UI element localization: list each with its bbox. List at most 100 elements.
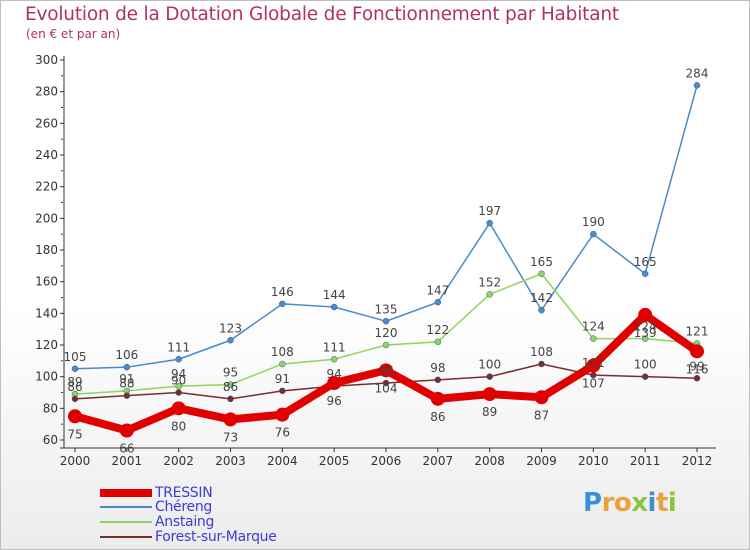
legend-swatch-anstaing [100,521,152,523]
data-label-anstaing: 124 [634,320,657,334]
data-label-chereng: 147 [426,283,449,297]
x-tick-label: 2004 [267,454,298,468]
data-point-chereng [590,230,597,238]
data-point-forest-sur-marque [486,373,493,380]
y-tick-label: 300 [35,53,58,67]
y-tick-label: 280 [35,85,58,99]
data-label-forest-sur-marque: 91 [275,372,290,386]
data-label-forest-sur-marque: 101 [582,356,605,370]
data-label-tressin: 86 [430,410,445,424]
data-point-tressin [482,387,497,402]
x-tick-label: 2008 [474,454,505,468]
data-label-forest-sur-marque: 96 [378,364,393,378]
logo-letter: o [613,488,632,518]
data-point-tressin [171,401,186,416]
data-point-tressin [379,363,393,378]
data-point-tressin [586,358,601,373]
x-tick-label: 2007 [423,454,454,468]
data-label-tressin: 107 [582,377,605,391]
data-label-chereng: 105 [64,350,87,364]
data-point-chereng [227,337,234,344]
data-point-forest-sur-marque [71,395,79,403]
data-label-forest-sur-marque: 90 [171,374,186,388]
data-label-anstaing: 95 [223,366,238,380]
data-point-forest-sur-marque [123,392,131,399]
logo-letter: P [583,488,602,518]
data-point-forest-sur-marque [641,373,649,380]
y-tick-label: 160 [35,275,58,289]
data-label-tressin: 75 [67,427,82,441]
x-tick-label: 2009 [526,454,557,468]
data-point-tressin [534,390,549,405]
data-point-anstaing [382,341,390,349]
data-point-chereng [486,219,493,227]
legend-label-tressin: TRESSIN [155,485,213,501]
data-point-anstaing [434,338,442,346]
logo-letter: i [647,488,657,518]
data-point-chereng [382,318,390,325]
data-point-anstaing [279,360,286,368]
data-point-tressin [68,409,82,424]
data-label-anstaing: 108 [271,345,294,359]
data-point-tressin [223,412,238,427]
data-label-chereng: 165 [634,255,657,269]
legend-swatch-tressin [100,489,152,497]
x-tick-label: 2006 [371,454,402,468]
data-point-chereng [330,303,338,311]
x-tick-label: 2005 [319,454,350,468]
x-tick-label: 2012 [682,454,713,468]
data-label-tressin: 66 [119,442,134,456]
legend-item-tressin: TRESSIN [100,485,320,501]
data-point-forest-sur-marque [227,395,234,403]
legend-label-forest-sur-marque: Forest-sur-Marque [155,529,277,545]
data-point-chereng [434,299,442,306]
data-label-chereng: 190 [582,215,605,229]
data-label-anstaing: 124 [582,320,605,334]
data-label-chereng: 144 [323,288,346,302]
data-label-forest-sur-marque: 98 [430,361,445,375]
data-point-chereng [71,365,79,372]
logo-letter: i [667,488,677,518]
data-point-anstaing [227,381,234,388]
logo-letter: t [655,488,668,518]
data-label-chereng: 106 [115,348,138,362]
x-tick-label: 2011 [630,454,661,468]
chart-subtitle: (en € et par an) [26,27,121,41]
data-point-tressin [327,376,342,390]
chart-title: Evolution de la Dotation Globale de Fonc… [25,4,619,25]
data-point-forest-sur-marque [434,376,442,384]
data-label-forest-sur-marque: 88 [119,377,134,391]
data-label-tressin: 80 [171,419,186,433]
logo-letter: x [631,488,648,518]
data-label-chereng: 135 [375,302,398,316]
y-tick-label: 60 [43,433,58,447]
y-tick-label: 140 [35,306,58,320]
data-point-forest-sur-marque [693,375,701,382]
data-label-anstaing: 89 [67,375,82,389]
data-point-chereng [693,82,701,89]
data-label-forest-sur-marque: 100 [634,358,657,372]
proxiti-logo: Proxiti [583,488,677,518]
data-label-chereng: 142 [530,291,553,305]
data-point-tressin [275,407,290,422]
logo-letter: r [601,488,615,518]
y-tick-label: 260 [35,116,58,130]
data-label-chereng: 197 [478,204,501,218]
data-point-anstaing [590,335,597,342]
data-point-chereng [538,306,545,314]
data-point-anstaing [538,270,545,277]
data-label-tressin: 89 [482,405,497,419]
data-label-tressin: 116 [686,362,709,376]
data-point-anstaing [330,356,338,363]
x-tick-label: 2001 [112,454,143,468]
data-point-forest-sur-marque [382,379,390,387]
data-point-anstaing [641,335,649,342]
legend-item-chereng: Chéreng [100,499,320,515]
data-point-forest-sur-marque [175,389,182,396]
data-label-anstaing: 111 [323,340,346,354]
data-label-anstaing: 165 [530,255,553,269]
data-point-chereng [123,363,131,371]
data-label-anstaing: 94 [171,367,186,381]
